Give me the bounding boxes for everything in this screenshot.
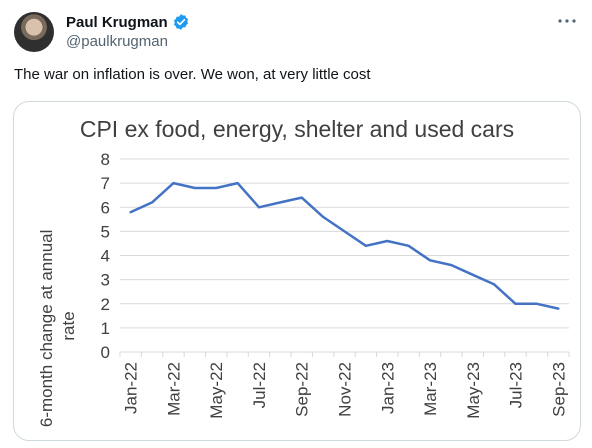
grid-lines	[120, 158, 569, 329]
y-tick-label: 4	[101, 247, 110, 266]
author-handle[interactable]: @paulkrugman	[66, 33, 168, 50]
line-chart: 0 1 2 3 4 5 6 7 8 Jan-22 Mar-22 May-22 Jul-22 Sep-22…	[37, 150, 570, 427]
y-tick-label: 2	[101, 295, 110, 314]
y-axis-label: 6-month change at annual rate	[37, 225, 78, 427]
y-axis-label-line-1: 6-month change at annual	[37, 230, 56, 428]
y-axis-label-line-2: rate	[59, 311, 78, 340]
x-tick-label: Jul-23	[507, 362, 526, 408]
tweet-text: The war on inflation is over. We won, at…	[14, 66, 371, 83]
y-tick-label: 5	[101, 222, 110, 241]
x-tick-label: May-22	[207, 362, 226, 419]
x-tick-label: Mar-22	[164, 362, 183, 416]
y-tick-label: 6	[101, 198, 110, 217]
data-series	[129, 181, 560, 310]
verified-badge-icon	[173, 14, 188, 30]
author-display-name[interactable]: Paul Krugman	[66, 13, 168, 31]
avatar[interactable]	[14, 12, 54, 52]
y-tick-labels: 0 1 2 3 4 5 6 7 8	[101, 150, 110, 362]
tweet-media-chart[interactable]: CPI ex food, energy, shelter and used ca…	[13, 101, 581, 441]
x-tick-labels: Jan-22 Mar-22 May-22 Jul-22 Sep-22 Nov-22 Jan-…	[122, 362, 569, 419]
author-name-row: Paul Krugman	[66, 11, 190, 33]
x-tick-label: Nov-22	[336, 362, 355, 417]
y-tick-label: 0	[101, 343, 110, 362]
y-tick-label: 7	[101, 174, 110, 193]
x-tick-label: Sep-23	[549, 362, 568, 417]
x-tick-label: May-23	[464, 362, 483, 419]
x-tick-label: Jan-23	[378, 362, 397, 414]
more-options-icon[interactable]	[556, 10, 578, 32]
x-tick-label: Mar-23	[421, 362, 440, 416]
x-tick-label: Jul-22	[250, 362, 269, 408]
x-tick-label: Jan-22	[122, 362, 141, 414]
series-line	[129, 181, 560, 310]
y-tick-label: 8	[101, 150, 110, 169]
chart-title: CPI ex food, energy, shelter and used ca…	[79, 116, 515, 142]
axes	[119, 351, 570, 357]
x-tick-label: Sep-22	[293, 362, 312, 417]
y-tick-label: 1	[101, 319, 110, 338]
y-tick-label: 3	[101, 271, 110, 290]
